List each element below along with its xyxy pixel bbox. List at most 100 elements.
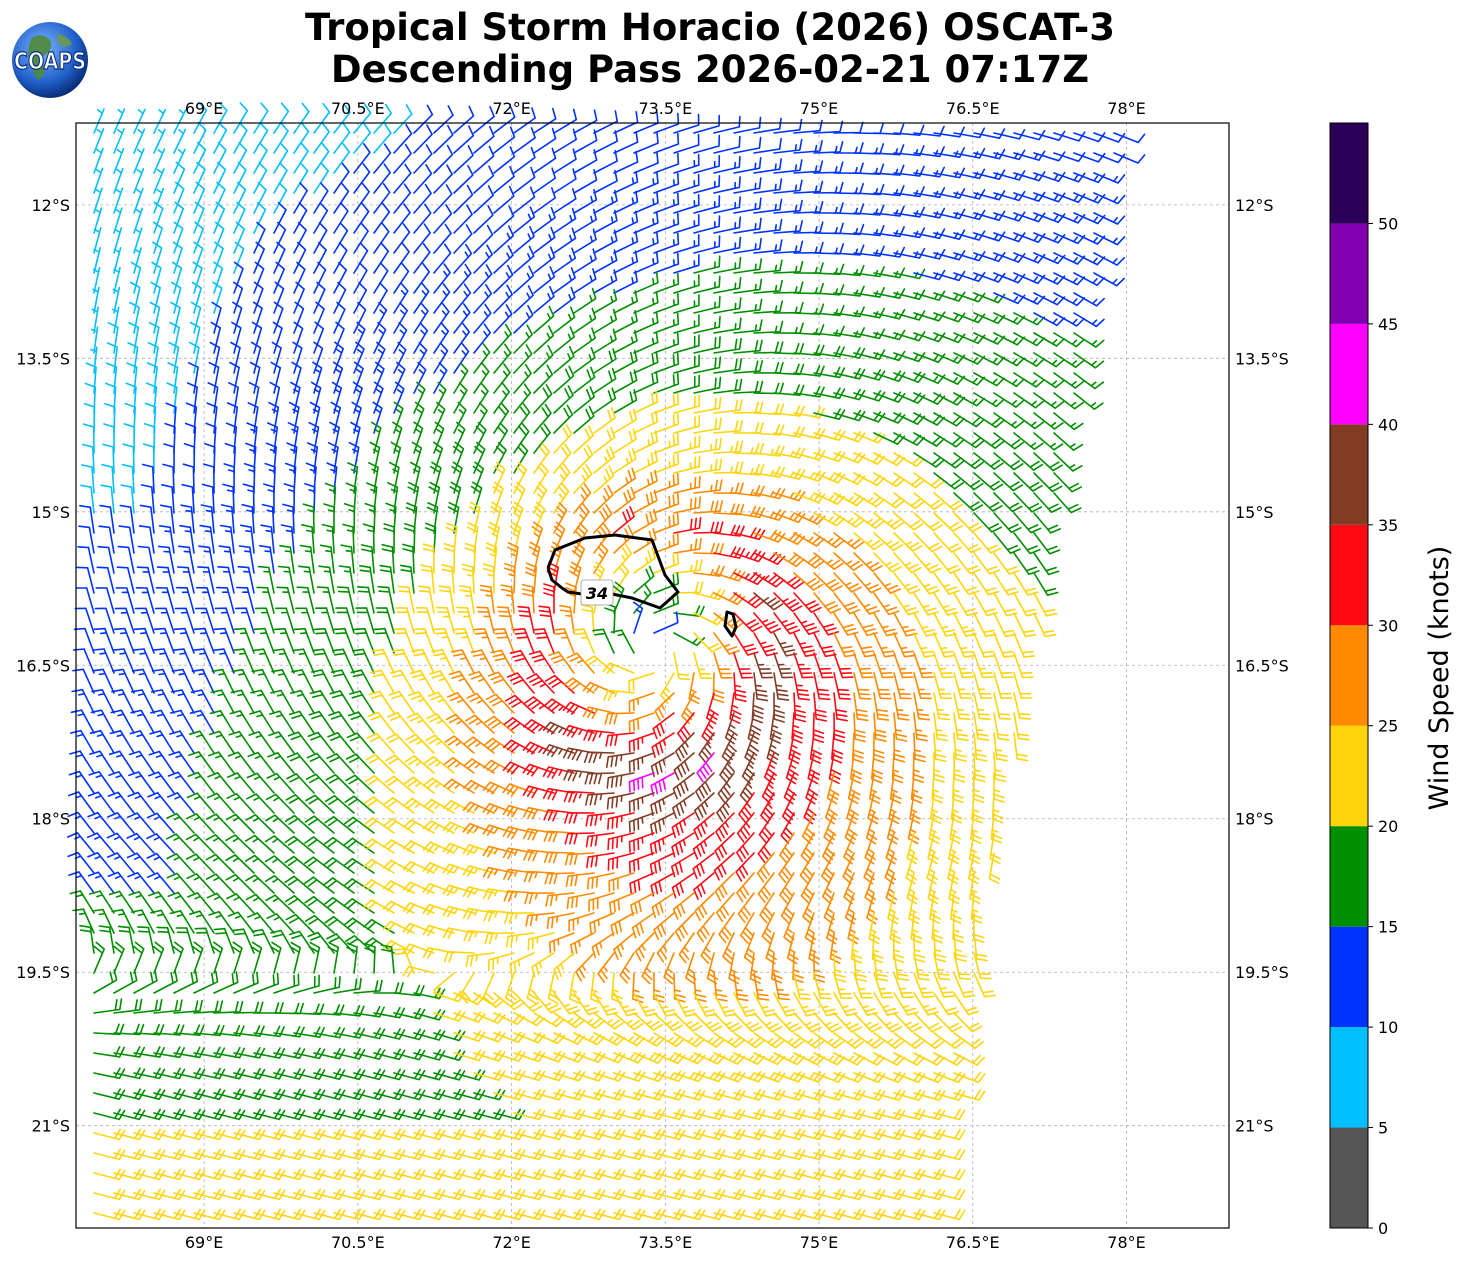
wind-barb: [753, 178, 783, 194]
wind-barb: [533, 207, 556, 234]
wind-barb: [933, 472, 964, 490]
wind-barb: [169, 730, 195, 754]
wind-barb: [663, 952, 675, 985]
wind-barb: [493, 992, 524, 1011]
wind-barb: [393, 143, 412, 174]
wind-barb: [713, 592, 746, 606]
wind-barb: [563, 790, 595, 803]
wind-barb: [392, 948, 415, 974]
wind-barb: [953, 1012, 983, 1033]
wind-barb: [304, 856, 335, 874]
wind-barb: [786, 932, 799, 965]
wind-barb: [553, 168, 577, 194]
wind-barb: [973, 952, 992, 980]
wind-barb: [307, 442, 319, 474]
wind-barb: [553, 502, 568, 534]
wind-barb: [353, 627, 375, 654]
wind-barb: [793, 385, 825, 398]
wind-barb: [180, 504, 195, 534]
wind-barb: [913, 732, 926, 763]
wind-barb: [433, 124, 454, 154]
wind-barb: [713, 358, 743, 374]
wind-barb: [653, 472, 680, 494]
wind-barb: [833, 512, 865, 528]
wind-barb: [363, 817, 395, 834]
wind-barb: [757, 872, 775, 904]
wind-barb: [813, 552, 844, 570]
wind-barb: [130, 261, 142, 294]
wind-barb: [213, 1046, 246, 1059]
lon-tick-label-top: 78°E: [1107, 99, 1145, 118]
wind-barb: [87, 811, 115, 834]
wind-barb: [101, 463, 115, 494]
wind-barb: [507, 672, 535, 694]
wind-barb: [167, 362, 179, 394]
wind-barb: [813, 532, 845, 549]
wind-barb: [533, 167, 557, 194]
wind-barb: [933, 1012, 963, 1033]
wind-barb: [628, 732, 655, 753]
wind-barb: [128, 750, 155, 774]
wind-barb: [1073, 172, 1106, 184]
wind-barb: [173, 128, 187, 154]
wind-barb: [433, 627, 455, 654]
wind-barb: [113, 247, 122, 274]
wind-barb: [113, 108, 126, 134]
wind-barb: [873, 391, 906, 403]
wind-barb: [542, 721, 575, 735]
wind-barb: [463, 930, 495, 942]
wind-barb: [713, 546, 746, 559]
colorbar-bin: [1330, 1027, 1368, 1128]
wind-barb: [473, 264, 493, 294]
wind-barb: [233, 281, 244, 314]
wind-barb: [593, 130, 618, 154]
wind-barb: [1053, 332, 1085, 348]
wind-barb: [970, 892, 983, 924]
wind-barb: [813, 472, 846, 484]
wind-barb: [500, 584, 515, 614]
wind-barb: [265, 814, 295, 834]
wind-barb: [593, 308, 618, 334]
wind-barb: [773, 1032, 805, 1049]
wind-barb: [633, 528, 657, 554]
wind-barb: [93, 128, 105, 154]
wind-barb: [513, 226, 535, 254]
wind-barb: [1053, 292, 1086, 307]
wind-barb: [71, 688, 95, 714]
wind-barb: [864, 832, 876, 865]
wind-barb: [366, 732, 395, 754]
wind-barb: [313, 202, 329, 234]
wind-barb: [335, 607, 355, 634]
wind-barb: [305, 794, 335, 814]
wind-barb: [696, 912, 715, 943]
wind-barb: [423, 777, 455, 794]
wind-barb: [562, 724, 595, 738]
wind-barb: [568, 561, 582, 594]
wind-barb: [482, 803, 515, 815]
wind-barb: [131, 668, 155, 694]
wind-barb: [395, 607, 415, 634]
wind-barb: [591, 932, 615, 959]
lat-tick-label-right: 16.5°S: [1235, 656, 1289, 675]
wind-barb: [831, 732, 844, 764]
wind-barb: [245, 814, 275, 834]
wind-barb: [649, 852, 675, 876]
wind-barb: [402, 840, 435, 854]
wind-barb: [1073, 132, 1106, 143]
wind-barb: [950, 792, 963, 824]
wind-barb: [633, 450, 658, 474]
wind-barb: [418, 585, 435, 614]
wind-barb: [744, 732, 759, 765]
wind-barb: [628, 752, 655, 773]
wind-barb: [271, 669, 295, 694]
wind-barb: [343, 837, 375, 854]
wind-barb: [693, 295, 721, 314]
wind-barb: [191, 281, 202, 314]
wind-barb: [114, 607, 135, 634]
wind-barb: [544, 872, 575, 885]
wind-barb: [433, 362, 448, 394]
wind-barb: [97, 545, 115, 574]
wind-barb: [212, 648, 235, 674]
wind-barb: [694, 892, 715, 922]
